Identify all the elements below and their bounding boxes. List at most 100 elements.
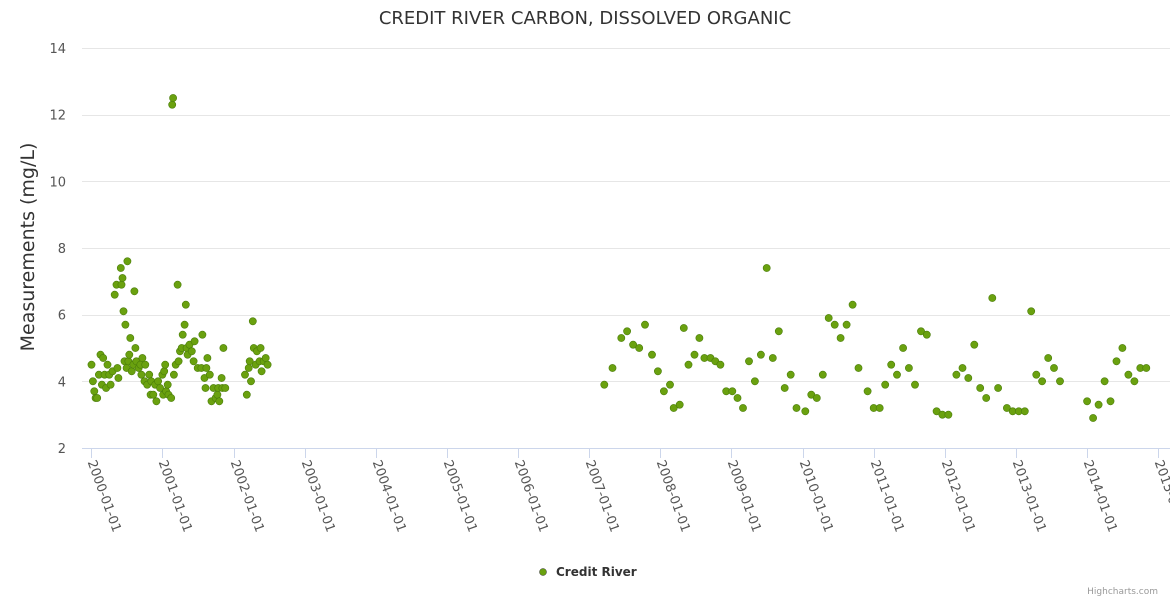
data-point[interactable] bbox=[141, 360, 150, 369]
data-point[interactable] bbox=[970, 340, 979, 349]
data-point[interactable] bbox=[1106, 397, 1115, 406]
data-point[interactable] bbox=[205, 370, 214, 379]
data-point[interactable] bbox=[156, 384, 164, 392]
data-point[interactable] bbox=[922, 330, 931, 339]
data-point[interactable] bbox=[786, 370, 795, 379]
data-point[interactable] bbox=[684, 360, 693, 369]
data-point[interactable] bbox=[161, 360, 170, 369]
data-point[interactable] bbox=[152, 397, 161, 406]
data-point[interactable] bbox=[126, 334, 135, 342]
data-point[interactable] bbox=[875, 404, 884, 412]
data-point[interactable] bbox=[202, 364, 211, 372]
data-point[interactable] bbox=[801, 407, 810, 416]
data-point[interactable] bbox=[675, 400, 684, 409]
data-point[interactable] bbox=[137, 370, 146, 379]
data-point[interactable] bbox=[899, 344, 907, 352]
data-point[interactable] bbox=[131, 344, 140, 352]
data-point[interactable] bbox=[201, 384, 210, 392]
data-point[interactable] bbox=[121, 320, 130, 329]
data-point[interactable] bbox=[217, 374, 226, 382]
data-point[interactable] bbox=[695, 334, 704, 342]
data-point[interactable] bbox=[768, 354, 777, 362]
data-point[interactable] bbox=[887, 360, 896, 369]
data-point[interactable] bbox=[116, 264, 125, 272]
data-point[interactable] bbox=[190, 337, 199, 346]
data-point[interactable] bbox=[1038, 377, 1046, 386]
data-point[interactable] bbox=[145, 370, 154, 379]
data-point[interactable] bbox=[244, 364, 253, 372]
data-point[interactable] bbox=[932, 407, 941, 416]
data-point[interactable] bbox=[976, 384, 985, 392]
data-point[interactable] bbox=[617, 334, 626, 342]
data-point[interactable] bbox=[1056, 377, 1064, 386]
data-point[interactable] bbox=[1089, 414, 1097, 422]
data-point[interactable] bbox=[669, 404, 678, 412]
data-point[interactable] bbox=[263, 360, 272, 369]
data-point[interactable] bbox=[623, 327, 631, 336]
data-point[interactable] bbox=[110, 290, 119, 299]
data-point[interactable] bbox=[1094, 400, 1103, 409]
data-point[interactable] bbox=[1100, 377, 1109, 386]
data-point[interactable] bbox=[87, 360, 96, 369]
data-point[interactable] bbox=[1027, 307, 1036, 316]
data-point[interactable] bbox=[1118, 344, 1127, 352]
data-point[interactable] bbox=[178, 330, 187, 339]
credits-link[interactable]: Highcharts.com bbox=[1087, 587, 1158, 597]
data-point[interactable] bbox=[1130, 377, 1139, 386]
data-point[interactable] bbox=[1020, 407, 1029, 416]
data-point[interactable] bbox=[221, 384, 230, 392]
data-point[interactable] bbox=[863, 387, 872, 396]
data-point[interactable] bbox=[247, 377, 255, 386]
data-point[interactable] bbox=[198, 330, 207, 339]
data-point[interactable] bbox=[118, 274, 127, 282]
data-point[interactable] bbox=[679, 324, 688, 332]
data-point[interactable] bbox=[917, 327, 925, 336]
data-point[interactable] bbox=[824, 314, 833, 322]
data-point[interactable] bbox=[629, 340, 637, 349]
data-point[interactable] bbox=[654, 367, 662, 376]
legend[interactable]: Credit River bbox=[539, 565, 637, 579]
data-point[interactable] bbox=[641, 320, 649, 329]
data-point[interactable] bbox=[163, 380, 172, 389]
data-point[interactable] bbox=[257, 367, 266, 376]
data-point[interactable] bbox=[757, 350, 765, 359]
data-point[interactable] bbox=[716, 360, 725, 369]
data-point[interactable] bbox=[830, 320, 839, 329]
data-point[interactable] bbox=[745, 357, 753, 366]
data-point[interactable] bbox=[982, 394, 991, 402]
data-point[interactable] bbox=[635, 344, 644, 352]
data-point[interactable] bbox=[114, 374, 123, 382]
data-point[interactable] bbox=[138, 354, 147, 362]
data-point[interactable] bbox=[130, 287, 139, 296]
data-point[interactable] bbox=[103, 360, 112, 369]
data-point[interactable] bbox=[648, 350, 656, 359]
data-point[interactable] bbox=[215, 397, 224, 406]
data-point[interactable] bbox=[1083, 397, 1091, 406]
data-point[interactable] bbox=[1124, 370, 1133, 379]
data-point[interactable] bbox=[1050, 364, 1058, 372]
data-point[interactable] bbox=[93, 394, 102, 402]
data-point[interactable] bbox=[169, 370, 178, 379]
data-point[interactable] bbox=[213, 390, 222, 399]
data-point[interactable] bbox=[1003, 404, 1011, 412]
data-point[interactable] bbox=[123, 257, 132, 266]
data-point[interactable] bbox=[189, 357, 198, 366]
data-point[interactable] bbox=[90, 387, 99, 396]
data-point[interactable] bbox=[181, 300, 190, 309]
data-point[interactable] bbox=[792, 404, 801, 412]
data-point[interactable] bbox=[836, 334, 845, 342]
data-point[interactable] bbox=[154, 377, 162, 386]
data-point[interactable] bbox=[1112, 357, 1121, 366]
data-point[interactable] bbox=[988, 294, 997, 302]
data-point[interactable] bbox=[167, 394, 176, 402]
data-point[interactable] bbox=[117, 280, 126, 289]
data-point[interactable] bbox=[89, 377, 97, 386]
data-point[interactable] bbox=[127, 367, 136, 376]
data-point[interactable] bbox=[739, 404, 747, 412]
data-point[interactable] bbox=[780, 384, 789, 392]
data-point[interactable] bbox=[242, 390, 251, 399]
data-point[interactable] bbox=[964, 374, 973, 382]
data-point[interactable] bbox=[905, 364, 913, 372]
data-point[interactable] bbox=[245, 357, 254, 366]
data-point[interactable] bbox=[600, 380, 609, 389]
